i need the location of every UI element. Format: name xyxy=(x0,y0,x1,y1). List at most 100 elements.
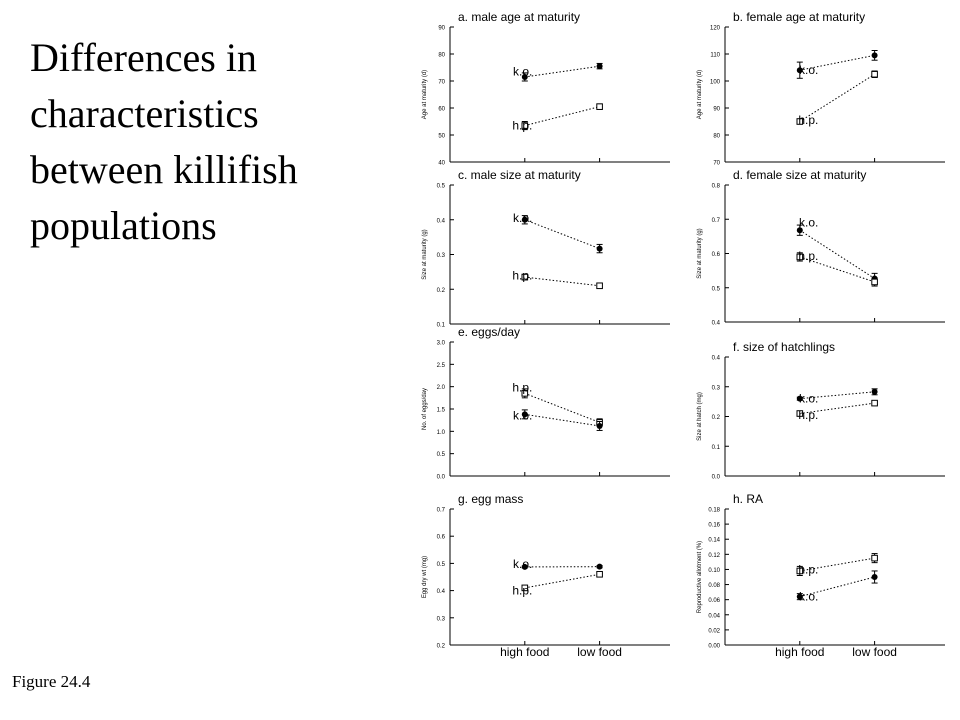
series-label: h.p. xyxy=(512,268,532,282)
y-tick-label: 0.5 xyxy=(712,286,721,292)
series-line xyxy=(799,73,875,122)
chart-panel-2: 0.1 0.2 0.3 0.4 0.5 c. male size at maturity S… xyxy=(422,168,670,329)
y-tick-label: 0.0 xyxy=(437,475,446,481)
chart-title: e. eggs/day xyxy=(458,325,520,339)
x-tick-label: high food xyxy=(500,645,549,659)
chart-title: h. RA xyxy=(733,492,763,506)
y-tick-label: 0.4 xyxy=(712,321,721,327)
figure-caption: Figure 24.4 xyxy=(12,672,91,691)
data-point-filled xyxy=(596,63,603,70)
series-line xyxy=(524,392,600,423)
y-axis-label: No. of eggs/day xyxy=(422,388,428,430)
y-axis-label: Size at hatch (mg) xyxy=(697,392,703,441)
series-line xyxy=(524,219,600,250)
chart-panel-5: 0.0 0.1 0.2 0.3 0.4 f. size of hatchlings Size… xyxy=(697,340,945,481)
series-label: h.p. xyxy=(798,113,818,127)
series-line xyxy=(524,65,600,78)
data-point-open xyxy=(596,570,603,578)
chart-title: g. egg mass xyxy=(458,492,523,506)
y-tick-label: 0.10 xyxy=(708,568,720,574)
y-tick-label: 0.18 xyxy=(708,508,720,514)
series-label: h.p. xyxy=(798,562,818,576)
y-tick-label: 40 xyxy=(438,161,445,167)
data-point-filled xyxy=(521,73,528,80)
chart-panel-6: 0.2 0.3 0.4 0.5 0.6 0.7 high food low food g. eg… xyxy=(422,492,670,659)
series-label: k.o. xyxy=(513,409,532,423)
chart-panel-1: 70 80 90 100 110 120 b. female age at maturity… xyxy=(697,10,945,167)
data-point-open xyxy=(796,253,804,261)
data-point-open xyxy=(871,70,878,78)
series-line xyxy=(524,413,600,427)
data-point-filled xyxy=(596,422,603,429)
y-tick-label: 0.1 xyxy=(712,445,721,451)
y-tick-label: 0.7 xyxy=(712,218,721,224)
series-line xyxy=(799,229,875,279)
y-axis-label: Reproductive allotment (%) xyxy=(697,541,703,613)
y-tick-label: 0.2 xyxy=(712,415,721,421)
data-point-filled xyxy=(796,67,803,74)
data-point-open xyxy=(871,399,878,407)
series-line xyxy=(799,557,875,572)
y-tick-label: 0.4 xyxy=(437,589,446,595)
chart-title: a. male age at maturity xyxy=(458,10,580,24)
title-line: between killifish xyxy=(30,147,298,192)
y-tick-label: 70 xyxy=(438,80,445,86)
y-tick-label: 0.16 xyxy=(708,523,720,529)
data-point-open xyxy=(521,122,529,129)
data-point-open xyxy=(521,390,529,397)
series-label: h.p. xyxy=(512,584,532,598)
title-line: populations xyxy=(30,203,217,248)
data-point-filled xyxy=(521,411,528,418)
series-label: h.p. xyxy=(798,408,818,422)
data-point-filled xyxy=(871,388,878,395)
y-tick-label: 0.7 xyxy=(437,508,446,514)
data-point-open xyxy=(871,554,878,562)
y-tick-label: 0.1 xyxy=(437,323,446,329)
y-axis-label: Age at maturity (d) xyxy=(422,70,428,119)
y-tick-label: 120 xyxy=(710,26,721,32)
y-tick-label: 0.00 xyxy=(708,644,720,650)
data-point-open xyxy=(596,103,603,110)
chart-panel-0: 40 50 60 70 80 90 a. male age at maturity Age a… xyxy=(422,10,670,167)
y-tick-label: 0.4 xyxy=(437,218,446,224)
data-point-filled xyxy=(871,52,878,59)
y-tick-label: 0.12 xyxy=(708,553,720,559)
y-tick-label: 0.5 xyxy=(437,452,446,458)
chart-panel-3: 0.4 0.5 0.6 0.7 0.8 d. female size at maturit… xyxy=(697,168,945,327)
data-point-filled xyxy=(796,593,803,600)
series-line xyxy=(524,276,600,287)
y-tick-label: 60 xyxy=(438,107,445,113)
series-label: k.o. xyxy=(513,557,532,571)
series-label: h.p. xyxy=(512,119,532,133)
data-point-filled xyxy=(796,395,803,402)
data-point-open xyxy=(796,118,804,125)
data-point-filled xyxy=(521,216,528,223)
series-label: h.p. xyxy=(512,381,532,395)
y-tick-label: 0.3 xyxy=(712,385,721,391)
y-tick-label: 0.06 xyxy=(708,598,720,604)
y-tick-label: 80 xyxy=(713,134,720,140)
y-tick-label: 0.0 xyxy=(712,475,721,481)
y-tick-label: 0.02 xyxy=(708,628,720,634)
y-tick-label: 0.2 xyxy=(437,288,446,294)
y-tick-label: 0.3 xyxy=(437,253,446,259)
slide-title: Differences in characteristics between k… xyxy=(30,30,370,254)
y-tick-label: 90 xyxy=(438,26,445,32)
title-line: characteristics xyxy=(30,91,259,136)
series-line xyxy=(799,576,875,598)
chart-title: d. female size at maturity xyxy=(733,168,866,182)
x-tick-label: low food xyxy=(577,645,622,659)
series-line xyxy=(524,106,600,127)
y-tick-label: 0.2 xyxy=(437,644,446,650)
y-tick-label: 0.4 xyxy=(712,356,721,362)
data-point-filled xyxy=(796,227,803,234)
y-tick-label: 80 xyxy=(438,53,445,59)
series-label: h.p. xyxy=(798,249,818,263)
chart-title: f. size of hatchlings xyxy=(733,340,835,354)
chart-title: c. male size at maturity xyxy=(458,168,581,182)
data-point-filled xyxy=(596,563,603,570)
y-tick-label: 0.14 xyxy=(708,538,720,544)
data-point-open xyxy=(796,567,804,575)
y-axis-label: Age at maturity (d) xyxy=(697,70,703,119)
y-tick-label: 2.5 xyxy=(437,363,446,369)
